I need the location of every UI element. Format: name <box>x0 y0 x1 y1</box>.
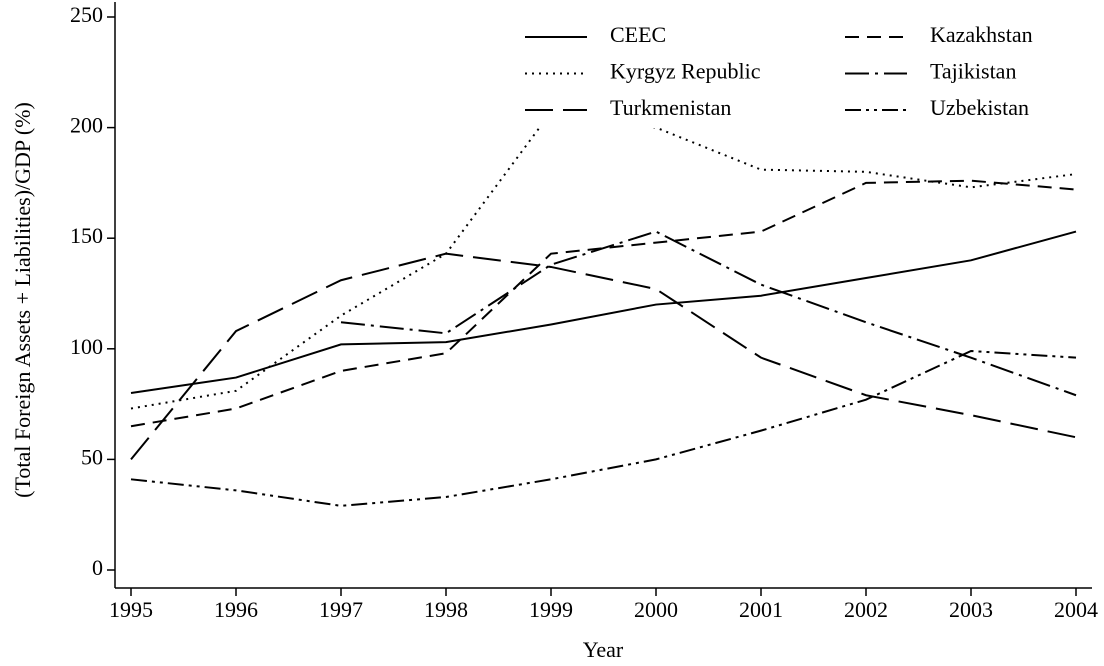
legend-label: Turkmenistan <box>610 95 731 120</box>
y-tick-label: 0 <box>92 555 103 580</box>
y-tick-label: 200 <box>70 113 103 138</box>
legend-label: Kyrgyz Republic <box>610 59 761 84</box>
legend-label: CEEC <box>610 22 666 47</box>
y-tick-label: 50 <box>81 444 103 469</box>
y-tick-label: 100 <box>70 334 103 359</box>
y-axis-label: (Total Foreign Assets + Liabilities)/GDP… <box>10 102 35 498</box>
x-tick-label: 2002 <box>844 597 888 622</box>
series-line <box>130 230 1077 395</box>
series-line <box>130 349 1077 507</box>
x-tick-label: 1997 <box>319 597 363 622</box>
legend-box <box>510 18 1065 128</box>
series-line <box>130 252 1077 461</box>
y-tick-label: 250 <box>70 2 103 27</box>
legend-label: Kazakhstan <box>930 22 1033 47</box>
x-tick-label: 1998 <box>424 597 468 622</box>
x-tick-label: 2004 <box>1054 597 1098 622</box>
legend-label: Tajikistan <box>930 59 1016 84</box>
x-tick-label: 1999 <box>529 597 573 622</box>
series-line <box>340 230 1077 397</box>
legend-label: Uzbekistan <box>930 95 1029 120</box>
x-axis-label: Year <box>583 637 624 662</box>
x-tick-label: 1996 <box>214 597 258 622</box>
x-tick-label: 2003 <box>949 597 993 622</box>
series-line <box>130 179 1077 428</box>
x-tick-label: 1995 <box>109 597 153 622</box>
y-tick-label: 150 <box>70 223 103 248</box>
x-tick-label: 2000 <box>634 597 678 622</box>
series-line <box>130 111 1077 410</box>
x-tick-label: 2001 <box>739 597 783 622</box>
